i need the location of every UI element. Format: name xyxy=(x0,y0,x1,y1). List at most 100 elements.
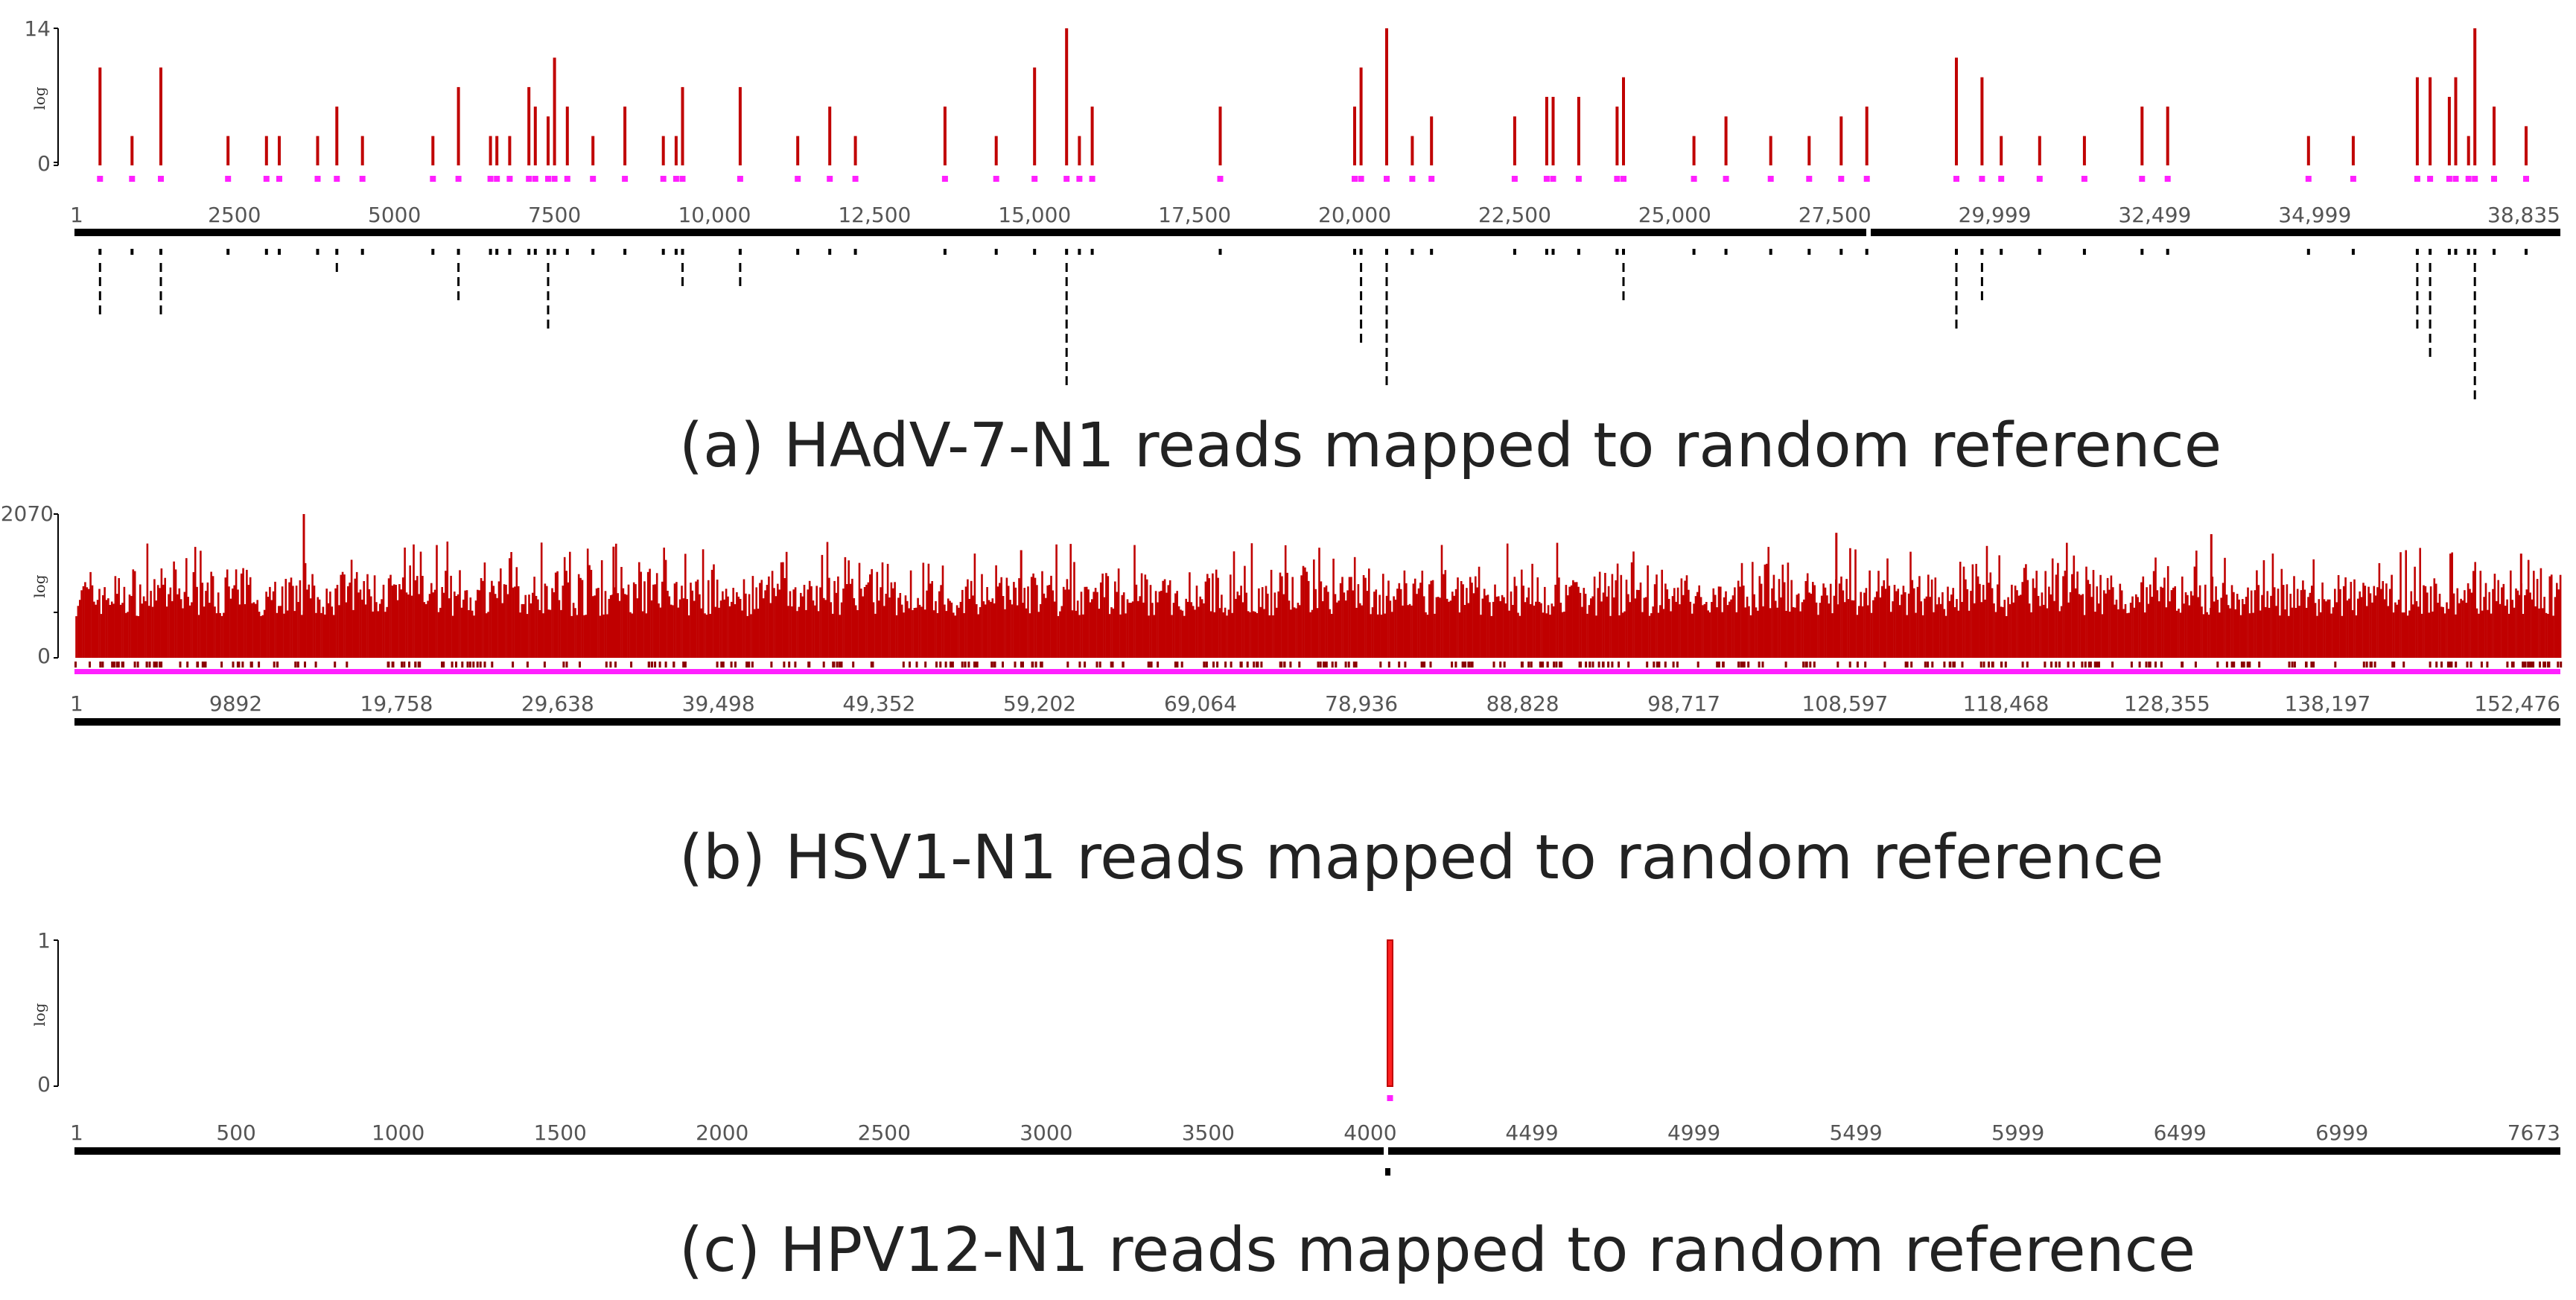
coverage-bar xyxy=(165,606,168,658)
coverage-bar xyxy=(1863,592,1866,658)
coverage-bar xyxy=(912,610,914,658)
coverage-bar xyxy=(1676,587,1679,658)
coverage-bar xyxy=(1235,598,1237,658)
coverage-bar xyxy=(581,580,584,658)
coverage-bar xyxy=(2073,555,2076,658)
marker-tick xyxy=(1084,662,1087,668)
coverage-bar xyxy=(2245,597,2248,658)
marker-tick xyxy=(1961,662,1964,668)
x-tick-label: 20,000 xyxy=(1318,203,1391,227)
coverage-bar xyxy=(789,591,792,658)
coverage-bar xyxy=(844,557,847,658)
marker-tick xyxy=(2470,662,2472,668)
coverage-bar xyxy=(1417,588,1420,658)
coverage-bar xyxy=(1767,547,1769,658)
coverage-bar xyxy=(1466,588,1468,658)
position-marker xyxy=(1511,176,1518,182)
coverage-bar xyxy=(964,586,967,658)
marker-tick xyxy=(2506,662,2509,668)
coverage-bar xyxy=(1510,592,1513,658)
coverage-bar xyxy=(2140,582,2143,658)
coverage-bar xyxy=(1082,614,1084,658)
coverage-bar xyxy=(1108,614,1111,658)
coverage-bar xyxy=(308,584,311,658)
coverage-bar xyxy=(2014,586,2017,658)
coverage-bar xyxy=(1254,612,1256,658)
x-tick-label: 128,355 xyxy=(2124,691,2210,716)
coverage-bar xyxy=(1771,588,1773,658)
marker-tick xyxy=(1421,662,1424,668)
coverage-bar xyxy=(1524,602,1527,658)
coverage-bar xyxy=(923,609,926,658)
marker-tick xyxy=(1034,662,1037,668)
marker-tick xyxy=(2148,662,2151,668)
mapped-read xyxy=(1360,334,1363,343)
coverage-bar xyxy=(1556,542,1559,658)
marker-tick xyxy=(1931,662,1934,668)
marker-tick xyxy=(1927,662,1929,668)
marker-tick xyxy=(935,662,938,668)
coverage-bar xyxy=(2420,613,2423,658)
coverage-bar xyxy=(860,589,862,658)
coverage-bar xyxy=(387,578,390,658)
coverage-bar xyxy=(512,587,515,658)
marker-tick xyxy=(1216,662,1219,668)
coverage-bar xyxy=(865,584,868,658)
marker-tick xyxy=(832,662,835,668)
coverage-bar xyxy=(1884,589,1887,658)
marker-tick xyxy=(1653,662,1656,668)
position-marker xyxy=(1352,176,1358,182)
coverage-bar xyxy=(569,551,571,658)
mapped-read xyxy=(2473,277,2476,286)
coverage-bar xyxy=(1506,543,1509,658)
marker-tick xyxy=(442,662,445,668)
coverage-bar xyxy=(1000,577,1002,658)
coverage-bar xyxy=(506,594,509,658)
coverage-bar xyxy=(2005,616,2008,658)
x-tick-label: 25,000 xyxy=(1638,203,1711,227)
coverage-bar xyxy=(533,107,537,165)
coverage-bar xyxy=(495,136,499,165)
coverage-bar xyxy=(2256,570,2258,658)
coverage-bar xyxy=(350,559,353,658)
coverage-bar xyxy=(1877,571,1880,658)
coverage-bar xyxy=(872,602,875,658)
coverage-bar xyxy=(162,584,165,658)
marker-tick xyxy=(1740,662,1743,668)
position-marker xyxy=(2305,176,2312,182)
coverage-bar xyxy=(2447,97,2451,165)
coverage-bar xyxy=(2429,77,2432,165)
coverage-bar xyxy=(1775,600,1777,658)
coverage-bar xyxy=(1630,562,1633,658)
coverage-bar xyxy=(1078,615,1081,658)
coverage-bar xyxy=(89,571,92,658)
coverage-bar xyxy=(395,585,397,658)
coverage-bar xyxy=(1385,28,1388,165)
coverage-bar xyxy=(673,583,676,658)
marker-tick xyxy=(2542,662,2545,668)
coverage-bar xyxy=(2288,615,2290,658)
coverage-bar xyxy=(1886,558,1889,658)
coverage-bar xyxy=(2311,586,2313,658)
coverage-bar xyxy=(2078,594,2081,658)
coverage-bar xyxy=(1762,606,1764,658)
coverage-bar xyxy=(754,609,756,658)
coverage-bar xyxy=(1503,597,1505,658)
coverage-bar xyxy=(1284,545,1287,658)
coverage-bar xyxy=(574,608,576,658)
coverage-bar xyxy=(1373,592,1376,658)
coverage-bar xyxy=(1203,603,1205,658)
coverage-bar xyxy=(1350,577,1352,658)
coverage-bar xyxy=(1662,609,1665,658)
coverage-bar xyxy=(1721,612,1723,658)
mapped-read xyxy=(1622,291,1625,300)
mapped-read xyxy=(1065,263,1068,272)
coverage-bar xyxy=(2559,574,2562,658)
coverage-bar xyxy=(2374,595,2377,658)
coverage-bar xyxy=(2064,571,2067,658)
coverage-bar xyxy=(1078,136,1081,165)
marker-tick xyxy=(2055,662,2058,668)
coverage-bar xyxy=(1198,606,1200,658)
mapped-read xyxy=(2429,320,2432,329)
mapped-read xyxy=(553,249,556,255)
